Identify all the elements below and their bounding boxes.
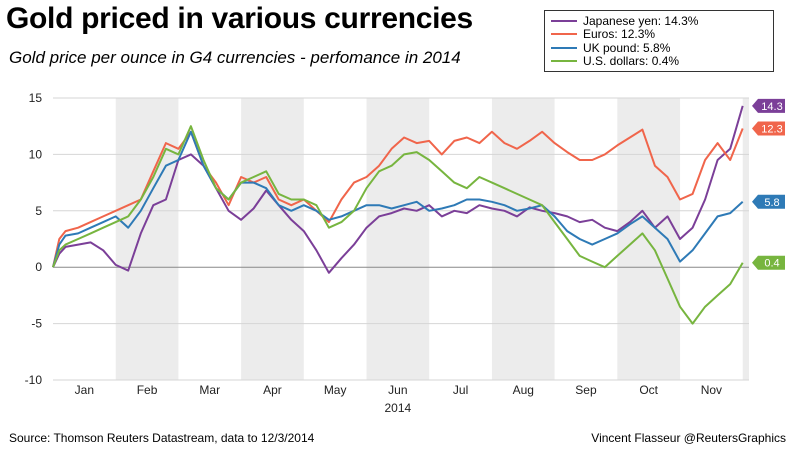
end-label-value: 12.3 bbox=[761, 123, 782, 135]
end-label-value: 5.8 bbox=[764, 197, 779, 209]
legend-item-us-dollars: U.S. dollars: 0.4% bbox=[551, 54, 767, 69]
chart-subtitle: Gold price per ounce in G4 currencies - … bbox=[9, 48, 461, 67]
y-tick-label: 0 bbox=[35, 260, 42, 274]
series-line-japanese-yen bbox=[52, 105, 744, 274]
shaded-band-0 bbox=[115, 98, 179, 380]
legend-swatch-us-dollars bbox=[551, 60, 577, 63]
end-label-uk-pound: 5.8 bbox=[752, 194, 785, 209]
y-tick-label: 10 bbox=[29, 147, 43, 161]
x-tick-label-jul: Jul bbox=[453, 383, 468, 397]
series-line-euros bbox=[52, 128, 744, 268]
y-tick-label: -10 bbox=[25, 373, 43, 387]
legend-label-japanese-yen: Japanese yen: 14.3% bbox=[583, 13, 699, 28]
gridlines bbox=[53, 97, 749, 381]
month-shading bbox=[115, 98, 749, 380]
x-tick-label-jun: Jun bbox=[388, 383, 407, 397]
y-tick-label: 15 bbox=[29, 91, 43, 105]
legend-label-uk-pound: UK pound: 5.8% bbox=[583, 40, 671, 55]
legend-swatch-euros bbox=[551, 33, 577, 36]
legend-item-japanese-yen: Japanese yen: 14.3% bbox=[551, 14, 767, 28]
x-tick-label-oct: Oct bbox=[639, 383, 658, 397]
series-lines bbox=[52, 105, 744, 325]
x-tick-label-nov: Nov bbox=[701, 383, 722, 397]
legend-label-us-dollars: U.S. dollars: 0.4% bbox=[583, 54, 680, 69]
end-labels: 14.3 12.3 5.8 0.4 bbox=[752, 98, 785, 270]
y-tick-label: -5 bbox=[31, 317, 42, 331]
legend-item-euros: Euros: 12.3% bbox=[551, 27, 767, 42]
legend: Japanese yen: 14.3% Euros: 12.3% UK poun… bbox=[544, 10, 774, 72]
y-tick-label: 5 bbox=[35, 204, 42, 218]
end-label-tag bbox=[752, 98, 785, 113]
legend-swatch-uk-pound bbox=[551, 46, 577, 49]
end-label-tag bbox=[752, 194, 785, 209]
chart-title: Gold priced in various currencies bbox=[6, 2, 473, 35]
x-tick-label-may: May bbox=[324, 383, 347, 397]
x-tick-label-sep: Sep bbox=[575, 383, 597, 397]
series-line-u-s-dollars bbox=[52, 125, 744, 325]
shaded-band-1 bbox=[241, 98, 304, 380]
end-label-value: 0.4 bbox=[764, 258, 779, 270]
end-label-tag bbox=[752, 255, 785, 270]
end-label-japanese-yen: 14.3 bbox=[752, 98, 785, 113]
end-label-euros: 12.3 bbox=[752, 121, 785, 136]
legend-item-uk-pound: UK pound: 5.8% bbox=[551, 41, 767, 55]
legend-label-euros: Euros: 12.3% bbox=[583, 27, 656, 42]
end-label-tag bbox=[752, 121, 785, 136]
x-tick-label-aug: Aug bbox=[513, 383, 534, 397]
end-label-u-s-dollars: 0.4 bbox=[752, 255, 785, 270]
credit-note: Vincent Flasseur @ReutersGraphics bbox=[591, 431, 786, 445]
x-axis-label: 2014 bbox=[385, 401, 412, 415]
series-line-uk-pound bbox=[52, 130, 744, 268]
x-tick-label-mar: Mar bbox=[199, 383, 220, 397]
shaded-band-2 bbox=[366, 98, 430, 380]
x-tick-label-jan: Jan bbox=[75, 383, 94, 397]
shaded-band-5 bbox=[742, 98, 749, 380]
source-note: Source: Thomson Reuters Datastream, data… bbox=[9, 431, 315, 445]
legend-swatch-japanese-yen bbox=[551, 19, 577, 22]
end-label-value: 14.3 bbox=[761, 101, 782, 113]
x-axis: Jan Feb Mar Apr May Jun Jul Aug Sep Oct Nov 2014 bbox=[75, 383, 722, 415]
x-tick-label-apr: Apr bbox=[263, 383, 282, 397]
x-tick-label-feb: Feb bbox=[137, 383, 158, 397]
y-axis: 15 10 5 0 -5 -10 bbox=[25, 91, 43, 387]
